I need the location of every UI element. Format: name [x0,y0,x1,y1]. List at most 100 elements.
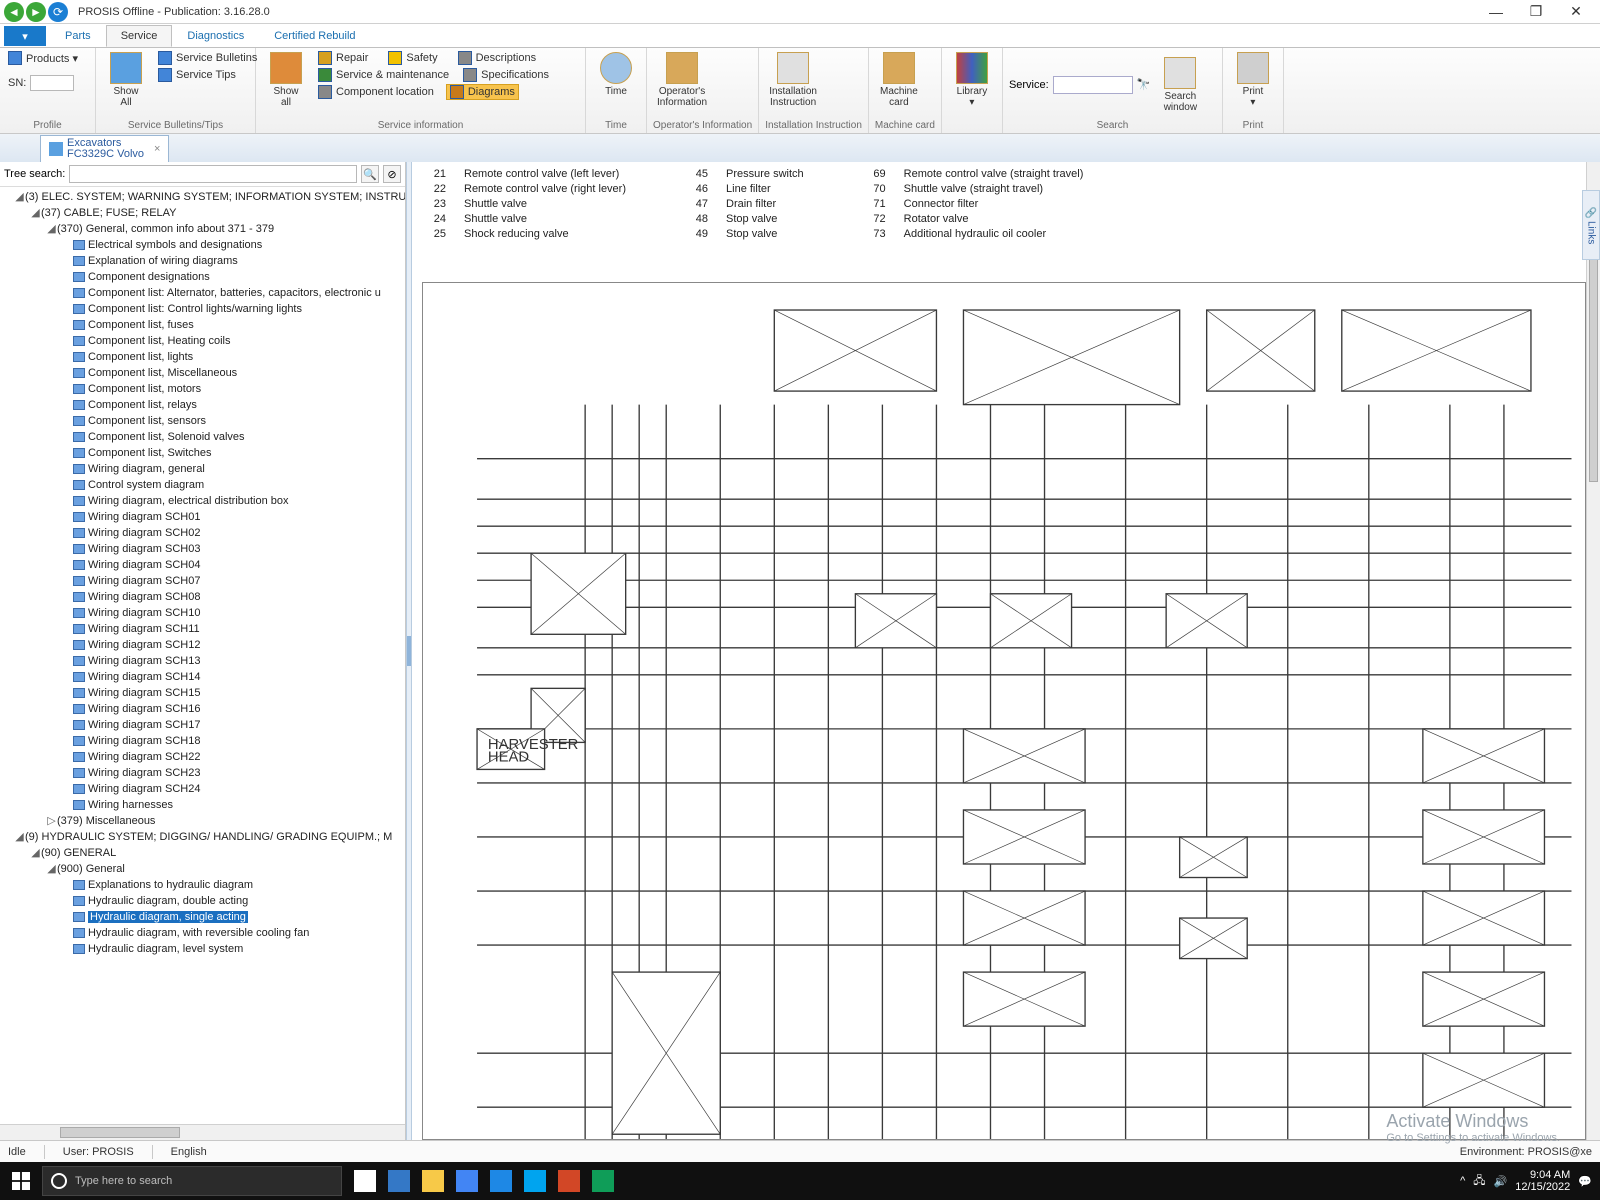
taskbar-app-1[interactable] [382,1162,416,1200]
tree-node[interactable]: Wiring diagram SCH15 [2,685,405,701]
tree-node[interactable]: Wiring diagram SCH10 [2,605,405,621]
tree-node[interactable]: Component list: Alternator, batteries, c… [2,285,405,301]
tree-node[interactable]: ◢(37) CABLE; FUSE; RELAY [2,205,405,221]
taskbar-app-2[interactable] [416,1162,450,1200]
minimize-button[interactable]: — [1476,2,1516,22]
system-tray[interactable]: ^ 🖧 🔊 9:04 AM12/15/2022 💬 [1452,1169,1600,1193]
tree-node[interactable]: Component list, fuses [2,317,405,333]
tree-node[interactable]: Component list, motors [2,381,405,397]
repair-button[interactable]: Repair [316,50,370,66]
tree-search-button[interactable]: 🔍 [361,165,379,183]
tray-notification-icon[interactable]: 💬 [1578,1175,1592,1188]
tree-h-scrollbar[interactable] [0,1124,405,1140]
main-tab-certified rebuild[interactable]: Certified Rebuild [259,25,370,47]
tree-node[interactable]: ◢(90) GENERAL [2,845,405,861]
links-flyout[interactable]: 🔗 Links [1582,190,1600,260]
document-tab[interactable]: ExcavatorsFC3329C Volvo × [40,135,169,162]
tray-chevron-icon[interactable]: ^ [1460,1175,1465,1187]
tree-node[interactable]: Wiring diagram SCH13 [2,653,405,669]
tree-node[interactable]: Hydraulic diagram, level system [2,941,405,957]
tree-node[interactable]: Wiring diagram SCH04 [2,557,405,573]
tree-node[interactable]: Hydraulic diagram, single acting [2,909,405,925]
close-button[interactable]: ✕ [1556,2,1596,22]
tree-node[interactable]: Explanations to hydraulic diagram [2,877,405,893]
service-maintenance-button[interactable]: Service & maintenance [316,67,451,83]
safety-button[interactable]: Safety [386,50,439,66]
nav-back-icon[interactable]: ◄ [4,2,24,22]
taskbar-app-3[interactable] [450,1162,484,1200]
tree-node[interactable]: Control system diagram [2,477,405,493]
installation-instruction-button[interactable]: Installation Instruction [765,50,821,110]
tree-node[interactable]: Wiring diagram SCH17 [2,717,405,733]
tree-clear-button[interactable]: ⊘ [383,165,401,183]
tree-node[interactable]: Component list, Solenoid valves [2,429,405,445]
tree-node[interactable]: ◢(9) HYDRAULIC SYSTEM; DIGGING/ HANDLING… [2,829,405,845]
tree-node[interactable]: ◢(900) General [2,861,405,877]
tray-volume-icon[interactable]: 🔊 [1494,1175,1508,1188]
taskbar-app-7[interactable] [586,1162,620,1200]
tree-node[interactable]: Component list, lights [2,349,405,365]
tree-node[interactable]: Wiring diagram SCH03 [2,541,405,557]
tree-node[interactable]: Wiring diagram SCH11 [2,621,405,637]
tree-node[interactable]: Component list, sensors [2,413,405,429]
print-button[interactable]: Print ▾ [1229,50,1277,110]
tree-node[interactable]: Component list, Switches [2,445,405,461]
tree-node[interactable]: Wiring diagram, general [2,461,405,477]
tree-node[interactable]: ◢(3) ELEC. SYSTEM; WARNING SYSTEM; INFOR… [2,189,405,205]
time-button[interactable]: Time [592,50,640,99]
file-menu-button[interactable]: ▾ [4,26,46,46]
tree-node[interactable]: Wiring diagram SCH24 [2,781,405,797]
machine-card-button[interactable]: Machine card [875,50,923,110]
main-tab-parts[interactable]: Parts [50,25,106,47]
tree-node[interactable]: Hydraulic diagram, with reversible cooli… [2,925,405,941]
operators-info-button[interactable]: Operator's Information [653,50,711,110]
tree-search-input[interactable] [69,165,357,183]
taskbar-app-0[interactable] [348,1162,382,1200]
tree-node[interactable]: Electrical symbols and designations [2,237,405,253]
show-all-info-button[interactable]: Show all [262,50,310,110]
taskbar-app-6[interactable] [552,1162,586,1200]
tree-node[interactable]: Wiring diagram SCH01 [2,509,405,525]
tree-view[interactable]: ◢(3) ELEC. SYSTEM; WARNING SYSTEM; INFOR… [0,187,405,1124]
library-button[interactable]: Library ▾ [948,50,996,110]
tray-network-icon[interactable]: 🖧 [1473,1172,1485,1191]
binoculars-icon[interactable]: 🔭 [1137,78,1151,91]
tree-node[interactable]: Wiring diagram SCH14 [2,669,405,685]
maximize-button[interactable]: ❐ [1516,2,1556,22]
specifications-button[interactable]: Specifications [461,67,551,83]
hydraulic-diagram[interactable]: HARVESTERHEAD [422,282,1586,1140]
content-v-scrollbar[interactable] [1586,162,1600,1140]
nav-refresh-icon[interactable]: ⟳ [48,2,68,22]
tree-node[interactable]: Wiring diagram, electrical distribution … [2,493,405,509]
tree-node[interactable]: Hydraulic diagram, double acting [2,893,405,909]
tree-node[interactable]: Wiring diagram SCH16 [2,701,405,717]
tree-node[interactable]: Wiring diagram SCH12 [2,637,405,653]
tree-node[interactable]: Wiring diagram SCH23 [2,765,405,781]
search-window-button[interactable]: Search window [1156,55,1204,115]
tree-node[interactable]: Component list, relays [2,397,405,413]
descriptions-button[interactable]: Descriptions [456,50,539,66]
tree-node[interactable]: Wiring diagram SCH18 [2,733,405,749]
service-bulletins-button[interactable]: Service Bulletins [156,50,259,66]
sn-field[interactable]: SN: [6,74,80,92]
main-tab-service[interactable]: Service [106,25,173,47]
tree-node[interactable]: Component list, Miscellaneous [2,365,405,381]
tree-node[interactable]: Component list, Heating coils [2,333,405,349]
service-tips-button[interactable]: Service Tips [156,67,259,83]
nav-forward-icon[interactable]: ► [26,2,46,22]
start-button[interactable] [0,1162,42,1200]
tree-node[interactable]: Wiring diagram SCH02 [2,525,405,541]
tree-node[interactable]: ◢(370) General, common info about 371 - … [2,221,405,237]
tree-node[interactable]: Component designations [2,269,405,285]
show-all-bulletins-button[interactable]: Show All [102,50,150,110]
service-search-input[interactable] [1053,76,1133,94]
tree-node[interactable]: Component list: Control lights/warning l… [2,301,405,317]
diagrams-button[interactable]: Diagrams [446,84,519,100]
products-dropdown[interactable]: Products ▾ [6,50,80,66]
taskbar-app-5[interactable] [518,1162,552,1200]
main-tab-diagnostics[interactable]: Diagnostics [172,25,259,47]
tree-node[interactable]: ▷(379) Miscellaneous [2,813,405,829]
tree-node[interactable]: Wiring diagram SCH08 [2,589,405,605]
tree-node[interactable]: Wiring diagram SCH07 [2,573,405,589]
close-tab-icon[interactable]: × [154,143,160,155]
